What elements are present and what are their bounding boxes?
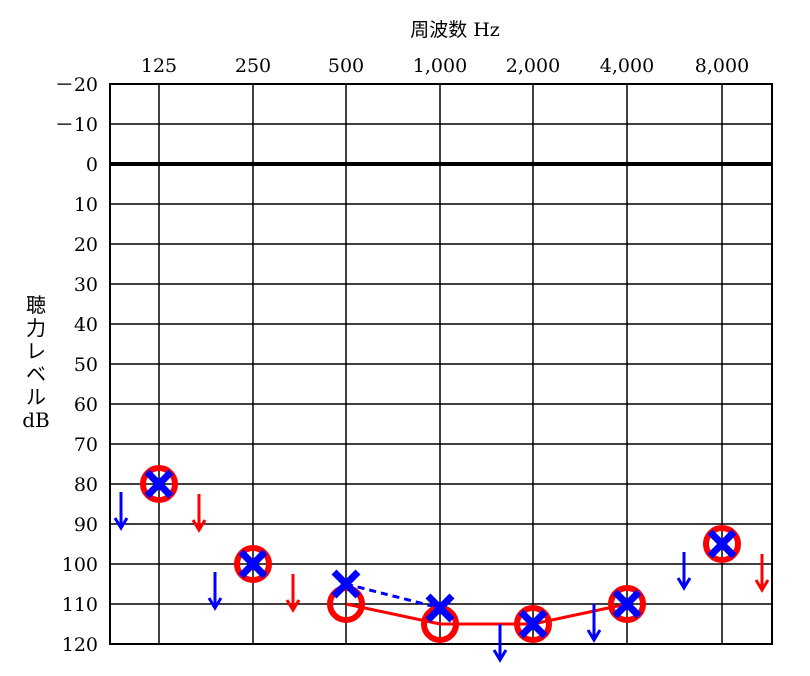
y-tick-label: 120 [62, 634, 98, 656]
y-axis-ticks: －20 －10 0 10 20 30 40 50 60 70 80 90 100 110 120 [55, 74, 98, 656]
scale-out-arrowhead [676, 577, 692, 591]
y-axis-label-char: ベ [26, 362, 46, 386]
left-ear-cross-point [425, 593, 455, 623]
left-ear-cross-point [238, 549, 268, 579]
x-tick-label: 500 [328, 55, 364, 77]
y-tick-label: 10 [74, 194, 98, 216]
y-axis-label-char: 力 [26, 316, 46, 340]
y-axis-label-char: dB [22, 408, 50, 432]
y-tick-label: －10 [55, 114, 98, 136]
y-axis-label-char: ル [26, 385, 46, 409]
left-ear-cross-point [707, 529, 737, 559]
scale-out-arrows [113, 492, 770, 663]
x-tick-label: 125 [141, 55, 177, 77]
y-tick-label: 70 [74, 434, 98, 456]
left-ear-connector [345, 582, 441, 610]
left-ear-cross-point [518, 609, 548, 639]
right-ear-circle-point [703, 525, 741, 563]
x-tick-label: 2,000 [506, 55, 560, 77]
y-tick-label: －20 [55, 74, 98, 96]
y-tick-label: 20 [74, 234, 98, 256]
y-tick-label: 40 [74, 314, 98, 336]
left-ear-cross-point [144, 469, 174, 499]
scale-out-arrowhead [492, 649, 508, 663]
y-tick-label: 30 [74, 274, 98, 296]
scale-out-arrowhead [207, 597, 223, 611]
scale-out-arrowhead [285, 599, 301, 613]
x-tick-label: 250 [235, 55, 271, 77]
left-ear-cross-point [612, 589, 642, 619]
scale-out-arrowhead [113, 517, 129, 531]
left-ear-cross-point [331, 569, 361, 599]
x-axis-ticks: 125 250 500 1,000 2,000 4,000 8,000 [141, 55, 749, 77]
series-markers [140, 465, 741, 643]
x-tick-label: 4,000 [600, 55, 654, 77]
x-tick-label: 1,000 [413, 55, 467, 77]
scale-out-arrowhead [586, 629, 602, 643]
x-tick-label: 8,000 [695, 55, 749, 77]
right-ear-circle-point [514, 605, 552, 643]
grid [109, 83, 773, 645]
y-tick-label: 0 [86, 154, 98, 176]
y-tick-label: 50 [74, 354, 98, 376]
y-tick-label: 90 [74, 514, 98, 536]
y-axis-label-char: 聴 [26, 293, 46, 317]
y-tick-label: 100 [62, 554, 98, 576]
y-tick-label: 80 [74, 474, 98, 496]
y-axis-label-char: レ [26, 339, 46, 363]
chart-title: 周波数 Hz [410, 19, 500, 41]
y-tick-label: 110 [62, 594, 98, 616]
right-ear-circle-point [608, 585, 646, 623]
right-ear-circle-point [234, 545, 272, 583]
scale-out-arrowhead [754, 579, 770, 593]
right-ear-circle-point [140, 465, 178, 503]
y-tick-label: 60 [74, 394, 98, 416]
scale-out-arrowhead [191, 519, 207, 533]
